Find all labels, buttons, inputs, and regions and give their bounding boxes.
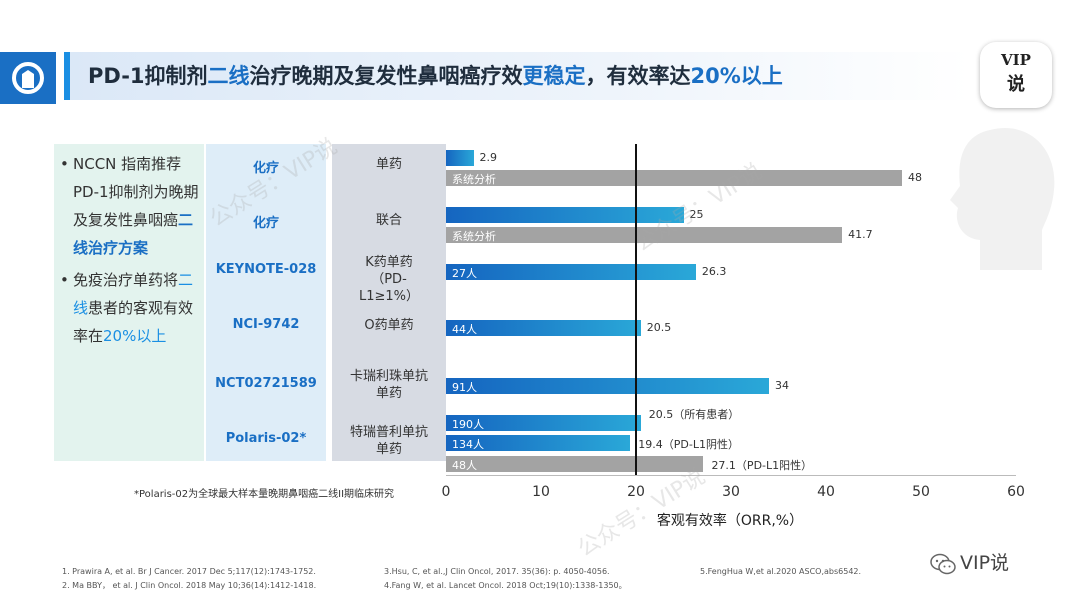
bar-value-label: 34 (775, 379, 789, 392)
bar-inline-label: 系统分析 (452, 230, 496, 243)
page-title: PD-1抑制剂二线治疗晚期及复发性鼻咽癌疗效更稳定，有效率达20%以上 (88, 64, 783, 88)
bar (446, 150, 474, 166)
head-silhouette-icon (950, 128, 1055, 270)
x-axis-line (446, 475, 1016, 476)
trial-label: 化疗 (252, 161, 279, 176)
title-accent (64, 52, 70, 100)
brand-logo (0, 52, 56, 104)
reference-2: 2. Ma BBY， et al. J Clin Oncol. 2018 May… (62, 581, 317, 590)
bar-value-label: 19.4（PD-L1阴性） (638, 438, 739, 451)
reference-1: 1. Prawira A, et al. Br J Cancer. 2017 D… (62, 567, 316, 576)
bar-inline-label: 48人 (452, 459, 477, 472)
bar-inline-label: 27人 (452, 267, 477, 280)
regimen-label: 单药 (375, 157, 402, 172)
bar: 系统分析 (446, 170, 902, 186)
regimen-label: 联合 (375, 213, 402, 228)
x-tick-label: 50 (912, 484, 930, 500)
brand-footer: VIP说 (930, 548, 1009, 575)
bar-inline-label: 190人 (452, 418, 484, 431)
bullet-dot: • (60, 155, 69, 173)
summary-bullet-1: • NCCN 指南推荐PD-1抑制剂为晚期及复发性鼻咽癌二线治疗方案 (60, 150, 202, 262)
wechat-icon (930, 553, 956, 574)
vip-badge-line2: 说 (1007, 74, 1025, 95)
bar-value-label: 2.9 (479, 151, 498, 164)
bar: 27人 (446, 264, 696, 280)
x-tick-label: 20 (627, 484, 645, 500)
trial-label: Polaris-02* (225, 431, 307, 446)
bar-inline-label: 系统分析 (452, 173, 496, 186)
bar: 系统分析 (446, 227, 843, 243)
bar-value-label: 26.3 (701, 265, 727, 278)
trial-label: KEYNOTE-028 (215, 262, 317, 277)
bar: 190人 (446, 415, 641, 431)
x-axis-label: 客观有效率（ORR,%） (656, 513, 804, 529)
footnote: *Polaris-02为全球最大样本量晚期鼻咽癌二线II期临床研究 (134, 489, 395, 500)
trial-column: 化疗 化疗 KEYNOTE-028 NCI-9742 NCT02721589 P… (206, 144, 326, 461)
x-tick-label: 0 (441, 484, 451, 500)
bar-inline-label: 134人 (452, 438, 484, 451)
bar-value-label: 20.5 (646, 321, 672, 334)
regimen-label: 特瑞普利单抗单药 (349, 425, 428, 457)
x-tick-label: 40 (817, 484, 835, 500)
bar-value-label: 48 (908, 171, 922, 184)
bar-value-label: 41.7 (848, 228, 873, 241)
trial-label: NCI-9742 (232, 317, 300, 332)
x-tick-label: 10 (532, 484, 550, 500)
title-bar (70, 52, 970, 100)
regimen-label: O药单药 (364, 318, 414, 333)
bar: 134人 (446, 435, 631, 451)
bar-inline-label: 91人 (452, 381, 477, 394)
summary-bullet-2: • 免疫治疗单药将二线患者的客观有效率在20%以上 (60, 266, 202, 350)
bullet-dot: • (60, 271, 69, 289)
reference-4: 4.Fang W, et al. Lancet Oncol. 2018 Oct;… (384, 581, 627, 590)
reference-5: 5.FengHua W,et al.2020 ASCO,abs6542. (700, 567, 862, 576)
brand-name: VIP说 (960, 552, 1010, 574)
summary-panel: • NCCN 指南推荐PD-1抑制剂为晚期及复发性鼻咽癌二线治疗方案 • 免疫治… (54, 144, 204, 461)
bar-value-label: 20.5（所有患者） (648, 408, 740, 421)
bar: 48人 (446, 456, 704, 472)
bar-inline-label: 44人 (452, 323, 477, 336)
trial-label: 化疗 (252, 216, 279, 231)
vip-badge: VIP 说 (980, 42, 1052, 108)
reference-3: 3.Hsu, C, et al.,J Clin Oncol, 2017. 35(… (384, 567, 610, 576)
bar: 91人 (446, 378, 769, 394)
bar-value-label: 25 (689, 208, 704, 221)
x-tick-label: 60 (1007, 484, 1025, 500)
bar: 44人 (446, 320, 641, 336)
bar-value-label: 27.1（PD-L1阳性） (711, 459, 813, 472)
regimen-label: 卡瑞利珠单抗单药 (349, 369, 428, 401)
regimen-column: 单药 联合 K药单药（PD-L1≥1%） O药单药 卡瑞利珠单抗单药 特瑞普利单… (332, 144, 446, 461)
trial-label: NCT02721589 (215, 376, 317, 391)
reference-line-20pct (635, 144, 637, 476)
x-tick-label: 30 (722, 484, 740, 500)
regimen-label: K药单药（PD-L1≥1%） (358, 255, 420, 304)
vip-badge-line1: VIP (1001, 51, 1031, 69)
bar (446, 207, 684, 223)
head-profile-icon (12, 62, 44, 94)
